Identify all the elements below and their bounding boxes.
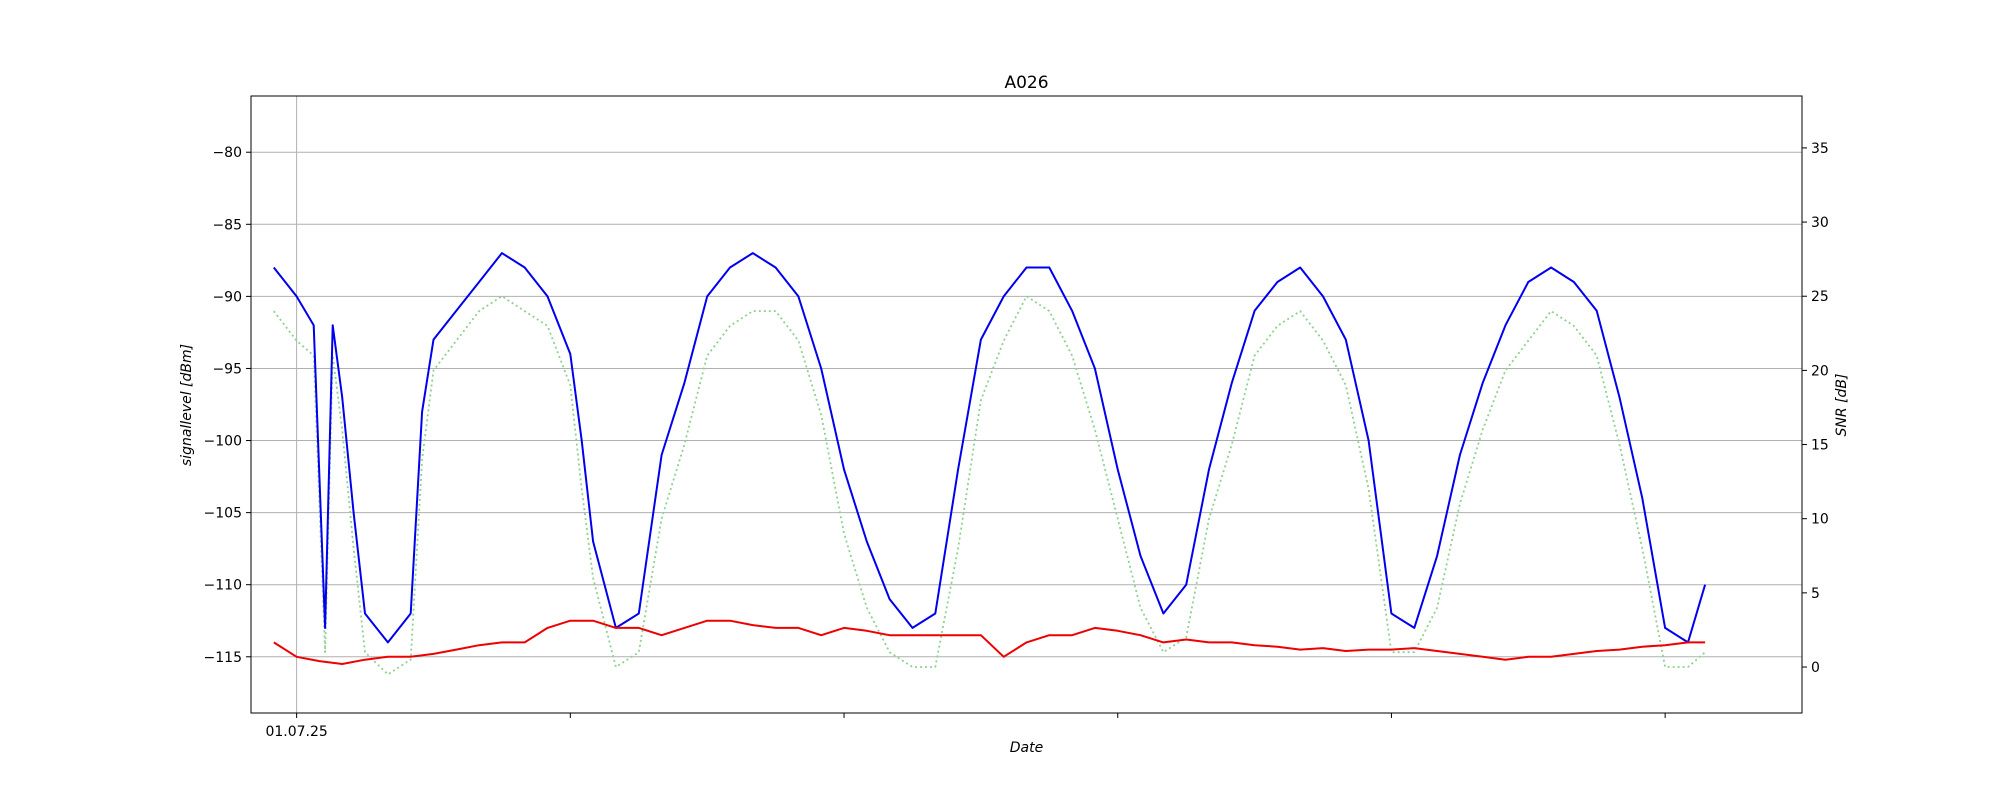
- series-line-1: [273, 619, 1706, 665]
- plot-frame: [250, 95, 1803, 714]
- grid: [251, 96, 1802, 713]
- x-tick-label-0: 01.07.25: [265, 724, 327, 740]
- x-axis-title: Date: [1010, 740, 1043, 756]
- y-tick-label-1: −85: [212, 217, 242, 233]
- y2-axis-title: SNR [dB]: [1834, 374, 1850, 437]
- y-tick-label-5: −105: [204, 506, 242, 522]
- series-line-0: [273, 252, 1707, 644]
- y2-tick-label-3: 20: [1811, 363, 1829, 379]
- y2-tick-label-0: 35: [1811, 141, 1829, 157]
- y2-tick-label-4: 15: [1811, 438, 1829, 454]
- y-axis-title: signallevel [dBm]: [179, 344, 195, 466]
- y-tick-label-0: −80: [212, 145, 242, 161]
- y2-tick-label-5: 10: [1811, 512, 1829, 528]
- y-tick-label-2: −90: [212, 289, 242, 305]
- axes: −80 −85 −90 −95 −100 −105 −110 −115 35 30 25 20 15 10…: [204, 95, 1829, 740]
- series-group: [273, 252, 1707, 676]
- chart-title: A026: [1004, 73, 1048, 93]
- y-tick-label-4: −100: [204, 434, 242, 450]
- y2-tick-label-7: 0: [1811, 660, 1820, 676]
- y2-tick-label-1: 30: [1811, 215, 1829, 231]
- y-tick-label-3: −95: [212, 361, 242, 377]
- series-line-2: [273, 295, 1706, 676]
- y-tick-label-6: −110: [204, 578, 242, 594]
- y2-tick-label-2: 25: [1811, 289, 1829, 305]
- y-tick-label-7: −115: [204, 650, 242, 666]
- y2-tick-label-6: 5: [1811, 586, 1820, 602]
